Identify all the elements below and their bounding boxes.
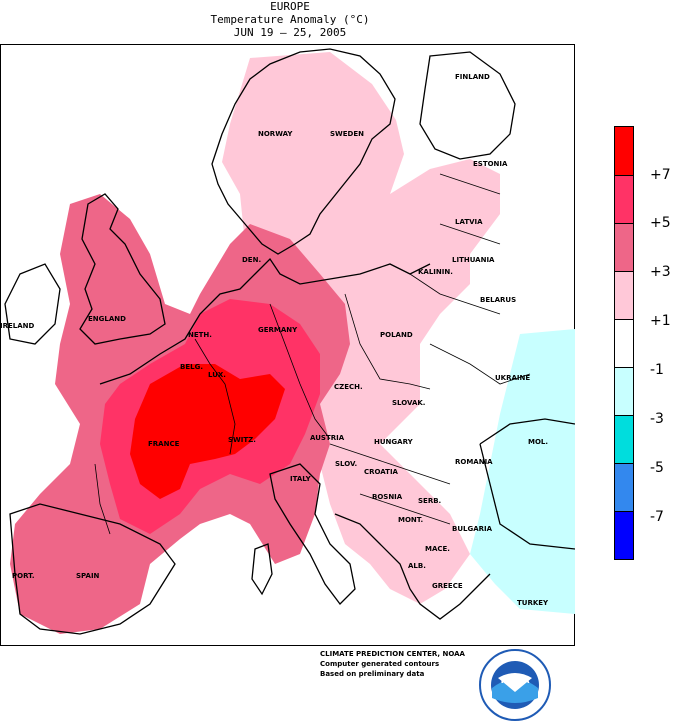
noaa-logo-text: NOAA — [501, 676, 530, 686]
legend-swatch — [615, 415, 633, 463]
credit-line-1: CLIMATE PREDICTION CENTER, NOAA — [320, 650, 465, 658]
anomaly-map: FINLAND NORWAY SWEDEN ESTONIA LATVIA LIT… — [0, 44, 575, 646]
map-title: EUROPE — [270, 0, 310, 13]
country-labels: FINLAND NORWAY SWEDEN ESTONIA LATVIA LIT… — [0, 73, 549, 607]
legend-swatch — [615, 511, 633, 559]
label-moldova: MOL. — [528, 438, 548, 446]
label-england: ENGLAND — [88, 315, 126, 323]
legend-swatch — [615, 367, 633, 415]
label-austria: AUSTRIA — [310, 434, 345, 442]
label-netherlands: NETH. — [188, 331, 212, 339]
label-germany: GERMANY — [258, 326, 298, 334]
label-kalinin: KALININ. — [418, 268, 453, 276]
label-finland: FINLAND — [455, 73, 490, 81]
label-latvia: LATVIA — [455, 218, 483, 226]
anomaly-region-gt7 — [130, 364, 285, 499]
coastlines — [4, 48, 575, 635]
label-sweden: SWEDEN — [330, 130, 364, 138]
label-belarus: BELARUS — [480, 296, 516, 304]
label-bosnia: BOSNIA — [372, 493, 403, 501]
legend-swatch — [615, 319, 633, 367]
legend-tick-label: +3 — [650, 264, 671, 280]
label-czech: CZECH. — [334, 383, 363, 391]
label-estonia: ESTONIA — [473, 160, 508, 168]
label-switzerland: SWITZ. — [228, 436, 256, 444]
label-serbia: SERB. — [418, 497, 441, 505]
label-luxembourg: LUX. — [208, 371, 226, 379]
label-romania: ROMANIA — [455, 458, 493, 466]
legend-tick-label: -7 — [650, 509, 664, 525]
label-greece: GREECE — [432, 582, 463, 590]
anomaly-region-1to3 — [222, 52, 500, 604]
label-portugal: PORT. — [12, 572, 35, 580]
legend-swatch — [615, 127, 633, 175]
legend-tick-label: +1 — [650, 313, 671, 329]
legend-tick-label: +7 — [650, 167, 671, 183]
label-lithuania: LITHUANIA — [452, 256, 495, 264]
legend-swatch — [615, 271, 633, 319]
legend-swatch — [615, 223, 633, 271]
label-albania: ALB. — [408, 562, 426, 570]
map-subtitle: Temperature Anomaly (°C) — [210, 13, 370, 26]
label-slovenia: SLOV. — [335, 460, 357, 468]
label-montenegro: MONT. — [398, 516, 423, 524]
label-poland: POLAND — [380, 331, 413, 339]
label-norway: NORWAY — [258, 130, 293, 138]
country-borders — [94, 173, 531, 535]
anomaly-region-neg1to3 — [470, 329, 575, 614]
noaa-logo: NOAA — [479, 649, 551, 721]
legend-swatch — [615, 463, 633, 511]
label-italy: ITALY — [290, 475, 312, 483]
credit-line-3: Based on preliminary data — [320, 670, 425, 678]
label-croatia: CROATIA — [364, 468, 399, 476]
label-belgium: BELG. — [180, 363, 203, 371]
legend-tick-label: -5 — [650, 460, 664, 476]
legend-tick-label: +5 — [650, 215, 671, 231]
label-ireland: IRELAND — [0, 322, 35, 330]
label-bulgaria: BULGARIA — [452, 525, 493, 533]
label-slovakia: SLOVAK. — [392, 399, 425, 407]
label-hungary: HUNGARY — [374, 438, 414, 446]
label-turkey: TURKEY — [517, 599, 549, 607]
label-ukraine: UKRAINE — [495, 374, 530, 382]
map-date-range: JUN 19 – 25, 2005 — [233, 26, 347, 39]
label-denmark: DEN. — [242, 256, 261, 264]
label-spain: SPAIN — [76, 572, 100, 580]
label-france: FRANCE — [148, 440, 180, 448]
color-legend — [614, 126, 634, 560]
legend-tick-label: -1 — [650, 362, 664, 378]
legend-tick-label: -3 — [650, 411, 664, 427]
label-macedonia: MACE. — [425, 545, 450, 553]
legend-swatch — [615, 175, 633, 223]
credit-line-2: Computer generated contours — [320, 660, 440, 668]
